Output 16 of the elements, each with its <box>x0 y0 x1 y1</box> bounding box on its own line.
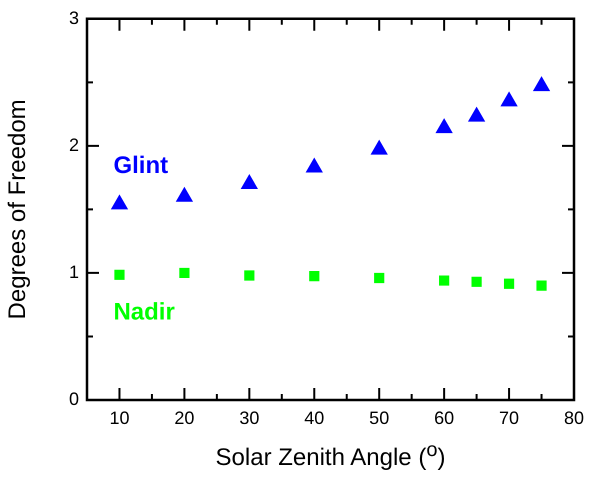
x-tick-label: 30 <box>239 408 260 428</box>
y-tick-label: 1 <box>68 262 79 282</box>
x-tick-label: 10 <box>109 408 130 428</box>
x-tick-label: 80 <box>564 408 584 428</box>
y-axis-title: Degrees of Freedom <box>4 99 32 320</box>
x-tick-label: 60 <box>434 408 454 428</box>
x-tick-label: 50 <box>369 408 390 428</box>
x-axis-title: Solar Zenith Angle ($^{o}$) <box>214 438 446 472</box>
series-label: Nadir <box>113 298 175 326</box>
x-tick-label: 40 <box>304 408 324 428</box>
x-tick-label: 70 <box>499 408 520 428</box>
y-tick-label: 3 <box>68 8 79 28</box>
x-tick-label: 20 <box>174 408 194 428</box>
y-tick-label: 2 <box>68 134 79 155</box>
series-label: Glint <box>113 152 168 179</box>
y-tick-label: 0 <box>68 388 79 409</box>
